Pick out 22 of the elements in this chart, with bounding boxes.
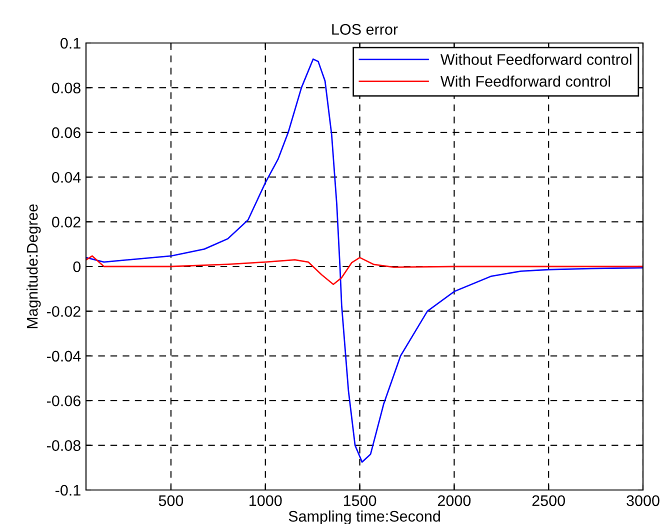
chart-title: LOS error bbox=[332, 24, 398, 35]
y-tick-label: -0.08 bbox=[47, 440, 80, 451]
y-tick-label: -0.1 bbox=[55, 484, 80, 496]
x-tick-label: 3000 bbox=[626, 495, 660, 506]
x-tick-label: 1000 bbox=[250, 495, 282, 506]
y-tick-label: 0 bbox=[73, 261, 81, 272]
x-tick-label: 2000 bbox=[438, 495, 471, 506]
x-tick-label: 1500 bbox=[344, 495, 376, 506]
legend-label: Without Feedforward control bbox=[440, 54, 632, 65]
x-tick-label: 2500 bbox=[532, 495, 565, 506]
y-tick-label: -0.06 bbox=[47, 395, 80, 406]
y-tick-label: 0.02 bbox=[52, 216, 80, 228]
y-tick-label: 0.1 bbox=[60, 38, 80, 49]
legend-label: With Feedforward control bbox=[440, 76, 610, 87]
y-tick-label: 0.08 bbox=[52, 82, 80, 94]
y-axis-title: Magnitude:Degree bbox=[26, 204, 41, 328]
y-tick-label: 0.04 bbox=[52, 172, 81, 183]
y-tick-label: -0.02 bbox=[47, 306, 80, 317]
x-tick-label: 500 bbox=[158, 495, 184, 506]
line-series bbox=[86, 255, 643, 286]
y-tick-label: 0.06 bbox=[52, 127, 80, 138]
y-tick-label: -0.04 bbox=[47, 350, 81, 362]
